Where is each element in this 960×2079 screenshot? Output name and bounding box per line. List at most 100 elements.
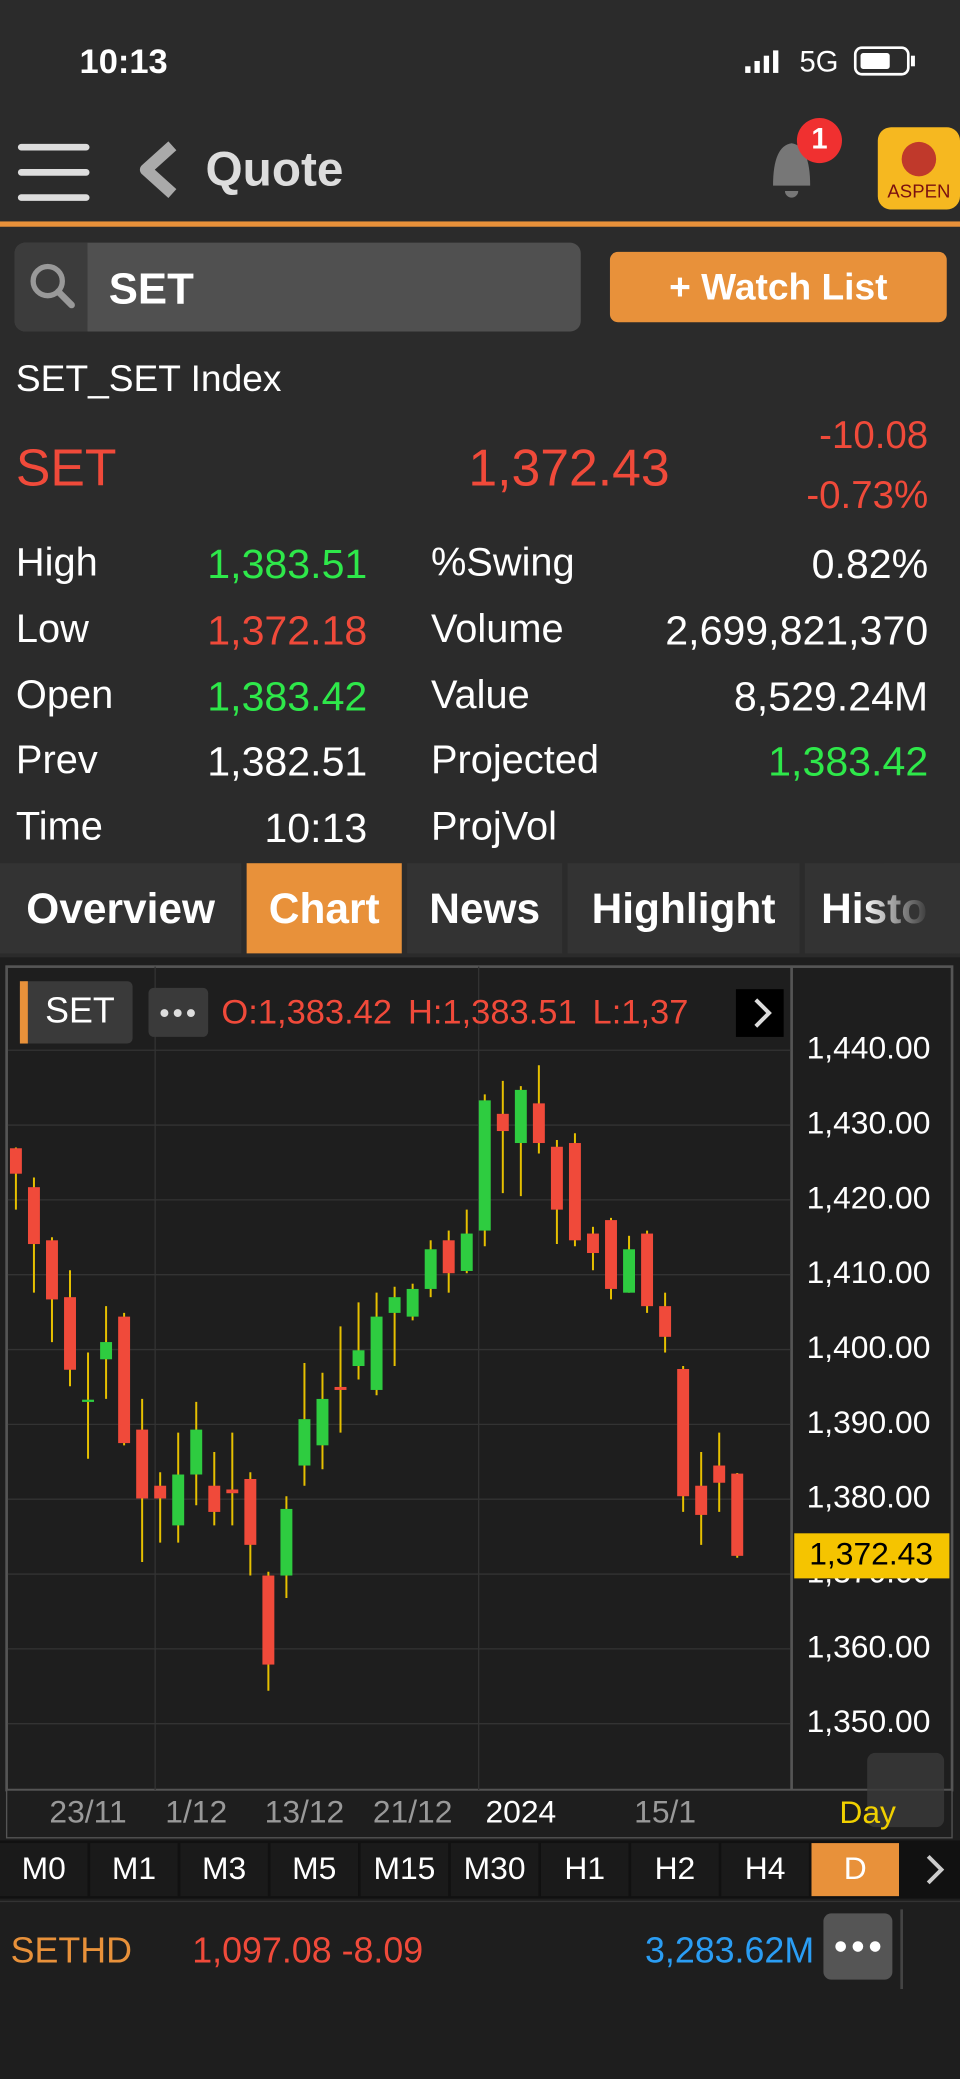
stat-label: Projected <box>430 738 600 783</box>
candle-body <box>136 1429 149 1499</box>
candle-body <box>478 1100 491 1231</box>
tab[interactable]: Chart <box>246 863 402 954</box>
y-tick-label: 1,390.00 <box>807 1404 931 1440</box>
stat-value: 1,383.42 <box>207 673 368 721</box>
tab[interactable]: Highlight <box>567 863 800 954</box>
stat-value: 1,382.51 <box>207 738 368 785</box>
y-tick-label: 1,410.00 <box>807 1254 931 1290</box>
search-box[interactable] <box>14 242 581 332</box>
candle-body <box>442 1240 455 1274</box>
candle-body <box>514 1089 527 1144</box>
candle-body <box>370 1316 383 1390</box>
badge <box>796 118 842 164</box>
candle-body <box>532 1103 545 1144</box>
timeframe[interactable]: M5 <box>270 1843 359 1897</box>
y-tick-label: 1,350.00 <box>807 1703 931 1739</box>
candle-body <box>731 1473 744 1556</box>
price-marker-box <box>794 1533 950 1579</box>
last-price: 1,372.43 <box>468 440 670 498</box>
candle-body <box>568 1143 581 1241</box>
tab[interactable]: News <box>407 863 563 954</box>
candle-body <box>244 1478 257 1545</box>
x-tick-label: 1/12 <box>165 1793 227 1829</box>
y-tick-label: 1,400.00 <box>807 1329 931 1365</box>
stat-label: Prev <box>15 738 98 783</box>
timeframe[interactable]: M15 <box>360 1843 449 1897</box>
candle-body <box>388 1297 401 1313</box>
candle-body <box>27 1187 40 1245</box>
timeframe[interactable]: M1 <box>90 1843 178 1897</box>
logo-globe <box>901 141 937 177</box>
symbol: SET <box>15 440 117 498</box>
candle-body <box>623 1249 636 1293</box>
badge-count: 1 <box>811 121 828 156</box>
candle-body <box>406 1288 419 1317</box>
x-tick-label: 15/1 <box>634 1793 696 1829</box>
status-icons <box>745 46 915 76</box>
change-percent: -0.73% <box>806 474 929 518</box>
candle-body <box>695 1485 708 1515</box>
candle-body <box>190 1429 203 1475</box>
watch-list-button[interactable] <box>609 251 947 323</box>
timeframe[interactable]: M3 <box>180 1843 268 1897</box>
y-tick-label: 1,440.00 <box>807 1030 931 1066</box>
menu-icon[interactable] <box>17 143 90 201</box>
search-icon-bg <box>14 242 88 332</box>
top-bar <box>0 0 960 226</box>
ticker-price: 1,097.08 -8.09 <box>192 1930 424 1971</box>
timeframe[interactable]: H2 <box>631 1843 719 1897</box>
x-tick-label: 21/12 <box>373 1793 453 1829</box>
timeframe[interactable]: M30 <box>450 1843 539 1897</box>
candle-body <box>641 1233 654 1307</box>
search-query[interactable]: SET <box>108 263 194 313</box>
page-title: Quote <box>205 141 344 197</box>
timeframe[interactable]: H4 <box>721 1843 809 1897</box>
candle-body <box>226 1489 239 1494</box>
search-icon <box>30 263 65 299</box>
stat-value: 1,383.51 <box>207 540 368 588</box>
ohlc-next[interactable] <box>735 989 784 1037</box>
stat-label: High <box>15 540 98 585</box>
stat-label: Value <box>430 673 530 718</box>
price-marker: 1,372.43 <box>794 1533 950 1579</box>
y-tick-label: 1,420.00 <box>807 1179 931 1215</box>
search-icon-handle <box>55 288 75 309</box>
timeframe[interactable]: M0 <box>0 1843 88 1897</box>
candle-body <box>46 1240 58 1300</box>
candle-body <box>154 1485 167 1499</box>
candle-body <box>172 1474 185 1526</box>
expand-button[interactable] <box>867 1752 945 1828</box>
candle-body <box>208 1485 221 1512</box>
candle-body <box>316 1398 329 1446</box>
stat-label: Time <box>15 804 103 849</box>
candle-body <box>334 1386 347 1390</box>
tab[interactable]: Overview <box>0 863 242 954</box>
ticker-symbol[interactable]: SETHD <box>10 1930 132 1971</box>
dots <box>160 1009 195 1018</box>
candle-body <box>64 1297 76 1370</box>
network: 5G <box>799 45 839 79</box>
change: -10.08 <box>819 415 929 458</box>
watch-list-label[interactable]: + Watch List <box>669 266 888 308</box>
clock: 10:13 <box>79 41 168 81</box>
symbol-chip[interactable] <box>19 981 133 1044</box>
candle-body <box>496 1113 509 1132</box>
candle-body <box>298 1419 311 1466</box>
candle-body <box>100 1342 113 1360</box>
chart-symbol[interactable]: SET <box>45 990 115 1031</box>
stat-label: %Swing <box>430 540 575 585</box>
back-icon[interactable] <box>139 141 177 199</box>
candle-body <box>713 1465 726 1483</box>
ticker-turnover: 3,283.62M <box>644 1930 815 1971</box>
y-tick-label: 1,360.00 <box>807 1628 931 1664</box>
header-underline <box>0 221 960 227</box>
date-axis <box>5 1789 953 1839</box>
bell-icon[interactable] <box>773 143 811 198</box>
stat-value: 10:13 <box>264 804 368 852</box>
timeframe-next[interactable] <box>926 1854 945 1885</box>
candle-body <box>262 1575 275 1665</box>
timeframe[interactable]: D <box>811 1843 900 1897</box>
timeframe[interactable]: H1 <box>540 1843 629 1897</box>
stat-value: 8,529.24M <box>733 673 929 721</box>
